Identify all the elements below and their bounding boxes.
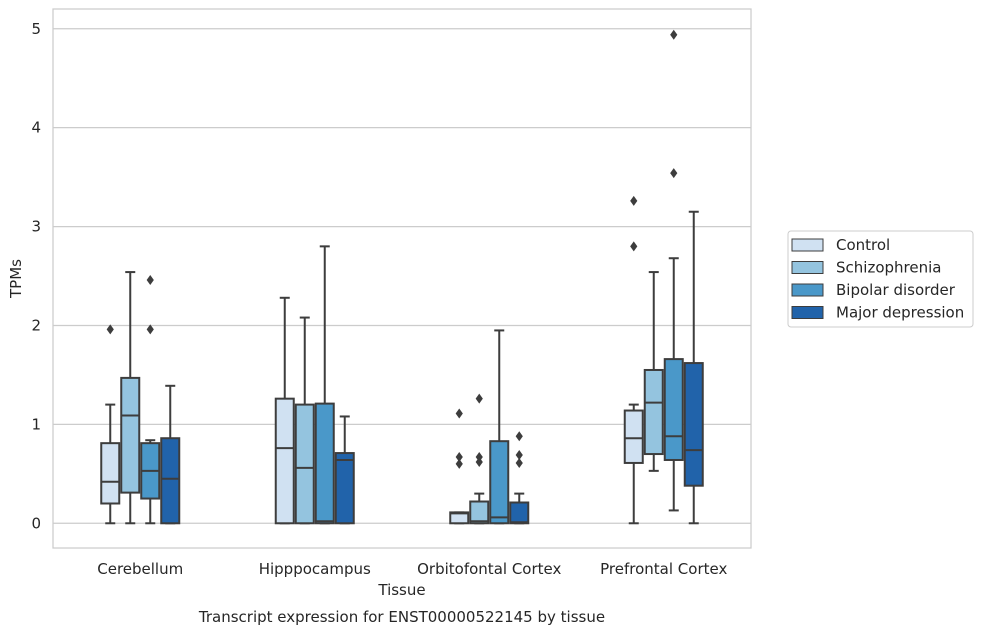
- box-schizophrenia: [294, 316, 315, 525]
- box-body: [469, 500, 490, 525]
- outlier-point: [630, 195, 638, 206]
- legend-label: Bipolar disorder: [836, 281, 956, 299]
- box-body: [663, 358, 684, 461]
- box-body: [489, 440, 510, 525]
- outlier-point: [455, 458, 463, 469]
- y-tick-label: 3: [31, 218, 41, 236]
- plot-frame: [52, 8, 752, 549]
- box-control: [449, 408, 470, 525]
- outlier-point: [146, 324, 154, 335]
- box-major-depression: [334, 415, 355, 525]
- outlier-point: [146, 274, 154, 285]
- outlier-point: [515, 457, 523, 468]
- box-body: [314, 402, 335, 525]
- box-bipolar-disorder: [663, 29, 684, 512]
- outlier-point: [630, 241, 638, 252]
- box-major-depression: [160, 384, 181, 525]
- box-body: [623, 409, 644, 464]
- y-tick-label: 4: [31, 119, 41, 137]
- legend-swatch: [791, 261, 824, 274]
- outlier-point: [515, 450, 523, 461]
- legend-swatch: [791, 306, 824, 319]
- outlier-point: [455, 408, 463, 419]
- box-control: [623, 195, 644, 525]
- box-body: [509, 501, 530, 525]
- chart-title: Transcript expression for ENST0000052214…: [198, 608, 605, 626]
- outlier-point: [475, 393, 483, 404]
- box-body: [120, 376, 141, 494]
- box-control: [274, 296, 295, 525]
- box-body: [334, 452, 355, 525]
- legend-label: Major depression: [836, 304, 964, 322]
- box-body: [274, 397, 295, 525]
- box-schizophrenia: [120, 271, 141, 525]
- box-bipolar-disorder: [489, 329, 510, 525]
- outlier-point: [670, 168, 678, 179]
- x-tick-label: Orbitofontal Cortex: [417, 560, 561, 578]
- x-axis-label: Tissue: [377, 581, 425, 599]
- box-bipolar-disorder: [140, 274, 161, 525]
- box-body: [294, 403, 315, 525]
- box-body: [643, 368, 664, 456]
- x-tick-label: Hipppocampus: [259, 560, 371, 578]
- legend-swatch: [791, 238, 824, 252]
- box-major-depression: [509, 431, 530, 525]
- legend: Control Schizophrenia Bipolar disorder Majo…: [787, 230, 974, 328]
- box-control: [100, 324, 121, 525]
- outlier-point: [515, 431, 523, 442]
- x-axis-ticks: Cerebellum Hipppocampus Orbitofontal Corte…: [97, 560, 727, 578]
- legend-label: Schizophrenia: [836, 259, 941, 277]
- box-schizophrenia: [469, 393, 490, 525]
- x-tick-label: Prefrontal Cortex: [600, 560, 727, 578]
- outlier-point: [106, 324, 114, 335]
- box-body: [683, 362, 704, 487]
- outlier-point: [475, 452, 483, 463]
- box-body: [100, 442, 121, 505]
- legend-label: Control: [836, 236, 890, 254]
- box-body: [160, 437, 181, 525]
- y-tick-label: 2: [31, 316, 41, 334]
- box-bipolar-disorder: [314, 245, 335, 525]
- outlier-point: [455, 452, 463, 463]
- y-tick-label: 0: [31, 514, 41, 532]
- plot-area: [100, 29, 704, 525]
- y-tick-label: 5: [31, 20, 41, 38]
- box-major-depression: [683, 210, 704, 525]
- y-axis-label: TPMs: [7, 259, 25, 299]
- x-tick-label: Cerebellum: [97, 560, 183, 578]
- outlier-point: [670, 29, 678, 40]
- y-tick-label: 1: [31, 415, 41, 433]
- y-axis-ticks: 0 1 2 3 4 5: [31, 20, 41, 532]
- box-schizophrenia: [643, 271, 664, 472]
- legend-box: [787, 230, 974, 328]
- legend-swatch: [791, 283, 824, 297]
